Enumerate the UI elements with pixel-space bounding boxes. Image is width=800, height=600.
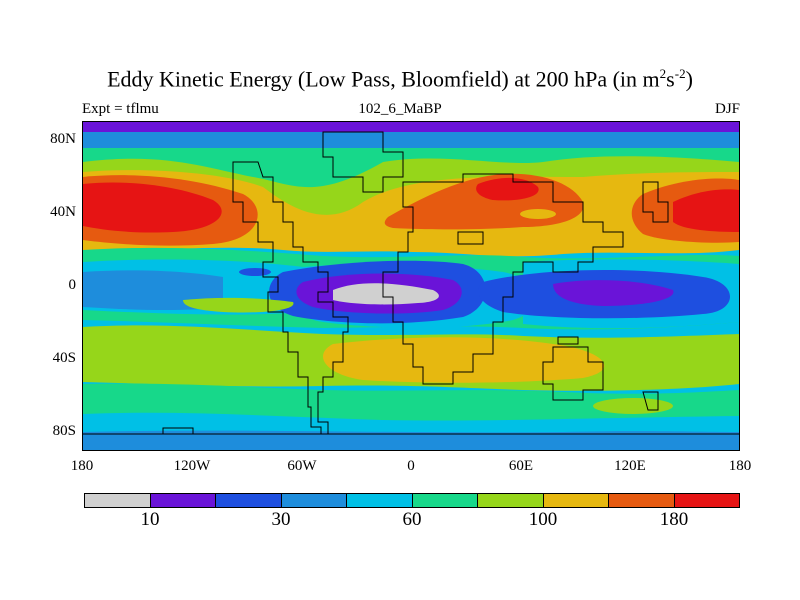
southern-green-band <box>83 383 739 422</box>
coast-australia <box>542 346 604 401</box>
south-pole-band <box>83 430 739 450</box>
atlantic-grey-min <box>333 283 439 305</box>
colorbar-bin <box>347 494 413 507</box>
south-atlantic-yellow <box>323 337 605 383</box>
chart-title: Eddy Kinetic Energy (Low Pass, Bloomfiel… <box>107 66 693 92</box>
season-label: DJF <box>714 101 740 117</box>
colorbar-label-10: 10 <box>140 509 160 530</box>
contour-field <box>83 122 739 450</box>
lon-label-180w: 180 <box>70 458 94 474</box>
colorbar-label-30: 30 <box>271 509 291 530</box>
colorbar-bin <box>216 494 282 507</box>
map-plot-area <box>82 121 740 451</box>
coast-africa-eurasia <box>382 173 624 385</box>
indian-ocean-purple-low <box>553 280 674 306</box>
colorbar-bin <box>412 494 478 507</box>
lat-label-80s: 80S <box>52 423 76 439</box>
chart-subtitle: 102_6_MaBP <box>358 101 442 117</box>
lat-label-80n: 80N <box>50 131 76 147</box>
lon-label-120e: 120E <box>614 458 646 474</box>
colorbar-bin <box>150 494 216 507</box>
colorbar-label-100: 100 <box>528 509 558 530</box>
coast-japan <box>642 181 669 223</box>
coast-americas <box>232 161 349 435</box>
lat-label-0: 0 <box>68 277 77 293</box>
coastlines <box>83 131 739 435</box>
colorbar-bin <box>478 494 544 507</box>
pacific-jet-east-red <box>673 189 739 232</box>
atlantic-yellow-spot <box>520 209 556 219</box>
colorbar-label-60: 60 <box>402 509 422 530</box>
lon-label-120w: 120W <box>173 458 211 474</box>
south-indian-lime <box>593 398 673 414</box>
coast-mediterranean <box>457 231 484 245</box>
lon-label-60e: 60E <box>508 458 534 474</box>
colorbar-bin <box>674 494 739 507</box>
experiment-label: Expt = tflmu <box>82 101 159 117</box>
coast-greenland <box>322 131 404 193</box>
pacific-jet-west-red <box>83 182 222 233</box>
lat-label-40n: 40N <box>50 204 76 220</box>
colorbar-label-180: 180 <box>659 509 689 530</box>
lon-label-180e: 180 <box>728 458 752 474</box>
colorbar <box>84 493 740 508</box>
north-pole-band <box>83 122 739 132</box>
south-lime-patch-west <box>183 297 294 313</box>
coast-indonesia <box>557 336 579 345</box>
colorbar-bin <box>609 494 675 507</box>
colorbar-bin <box>85 494 151 507</box>
coast-antarctic-peninsula <box>143 427 194 435</box>
small-blue-patch <box>239 268 271 276</box>
lat-label-40s: 40S <box>52 350 76 366</box>
colorbar-bin <box>543 494 609 507</box>
lon-label-60w: 60W <box>287 458 317 474</box>
colorbar-bin <box>281 494 347 507</box>
atlantic-jet-red <box>476 177 539 201</box>
lon-label-0: 0 <box>407 458 415 474</box>
coast-new-zealand <box>642 391 659 411</box>
north-high-lat-band <box>83 132 739 148</box>
